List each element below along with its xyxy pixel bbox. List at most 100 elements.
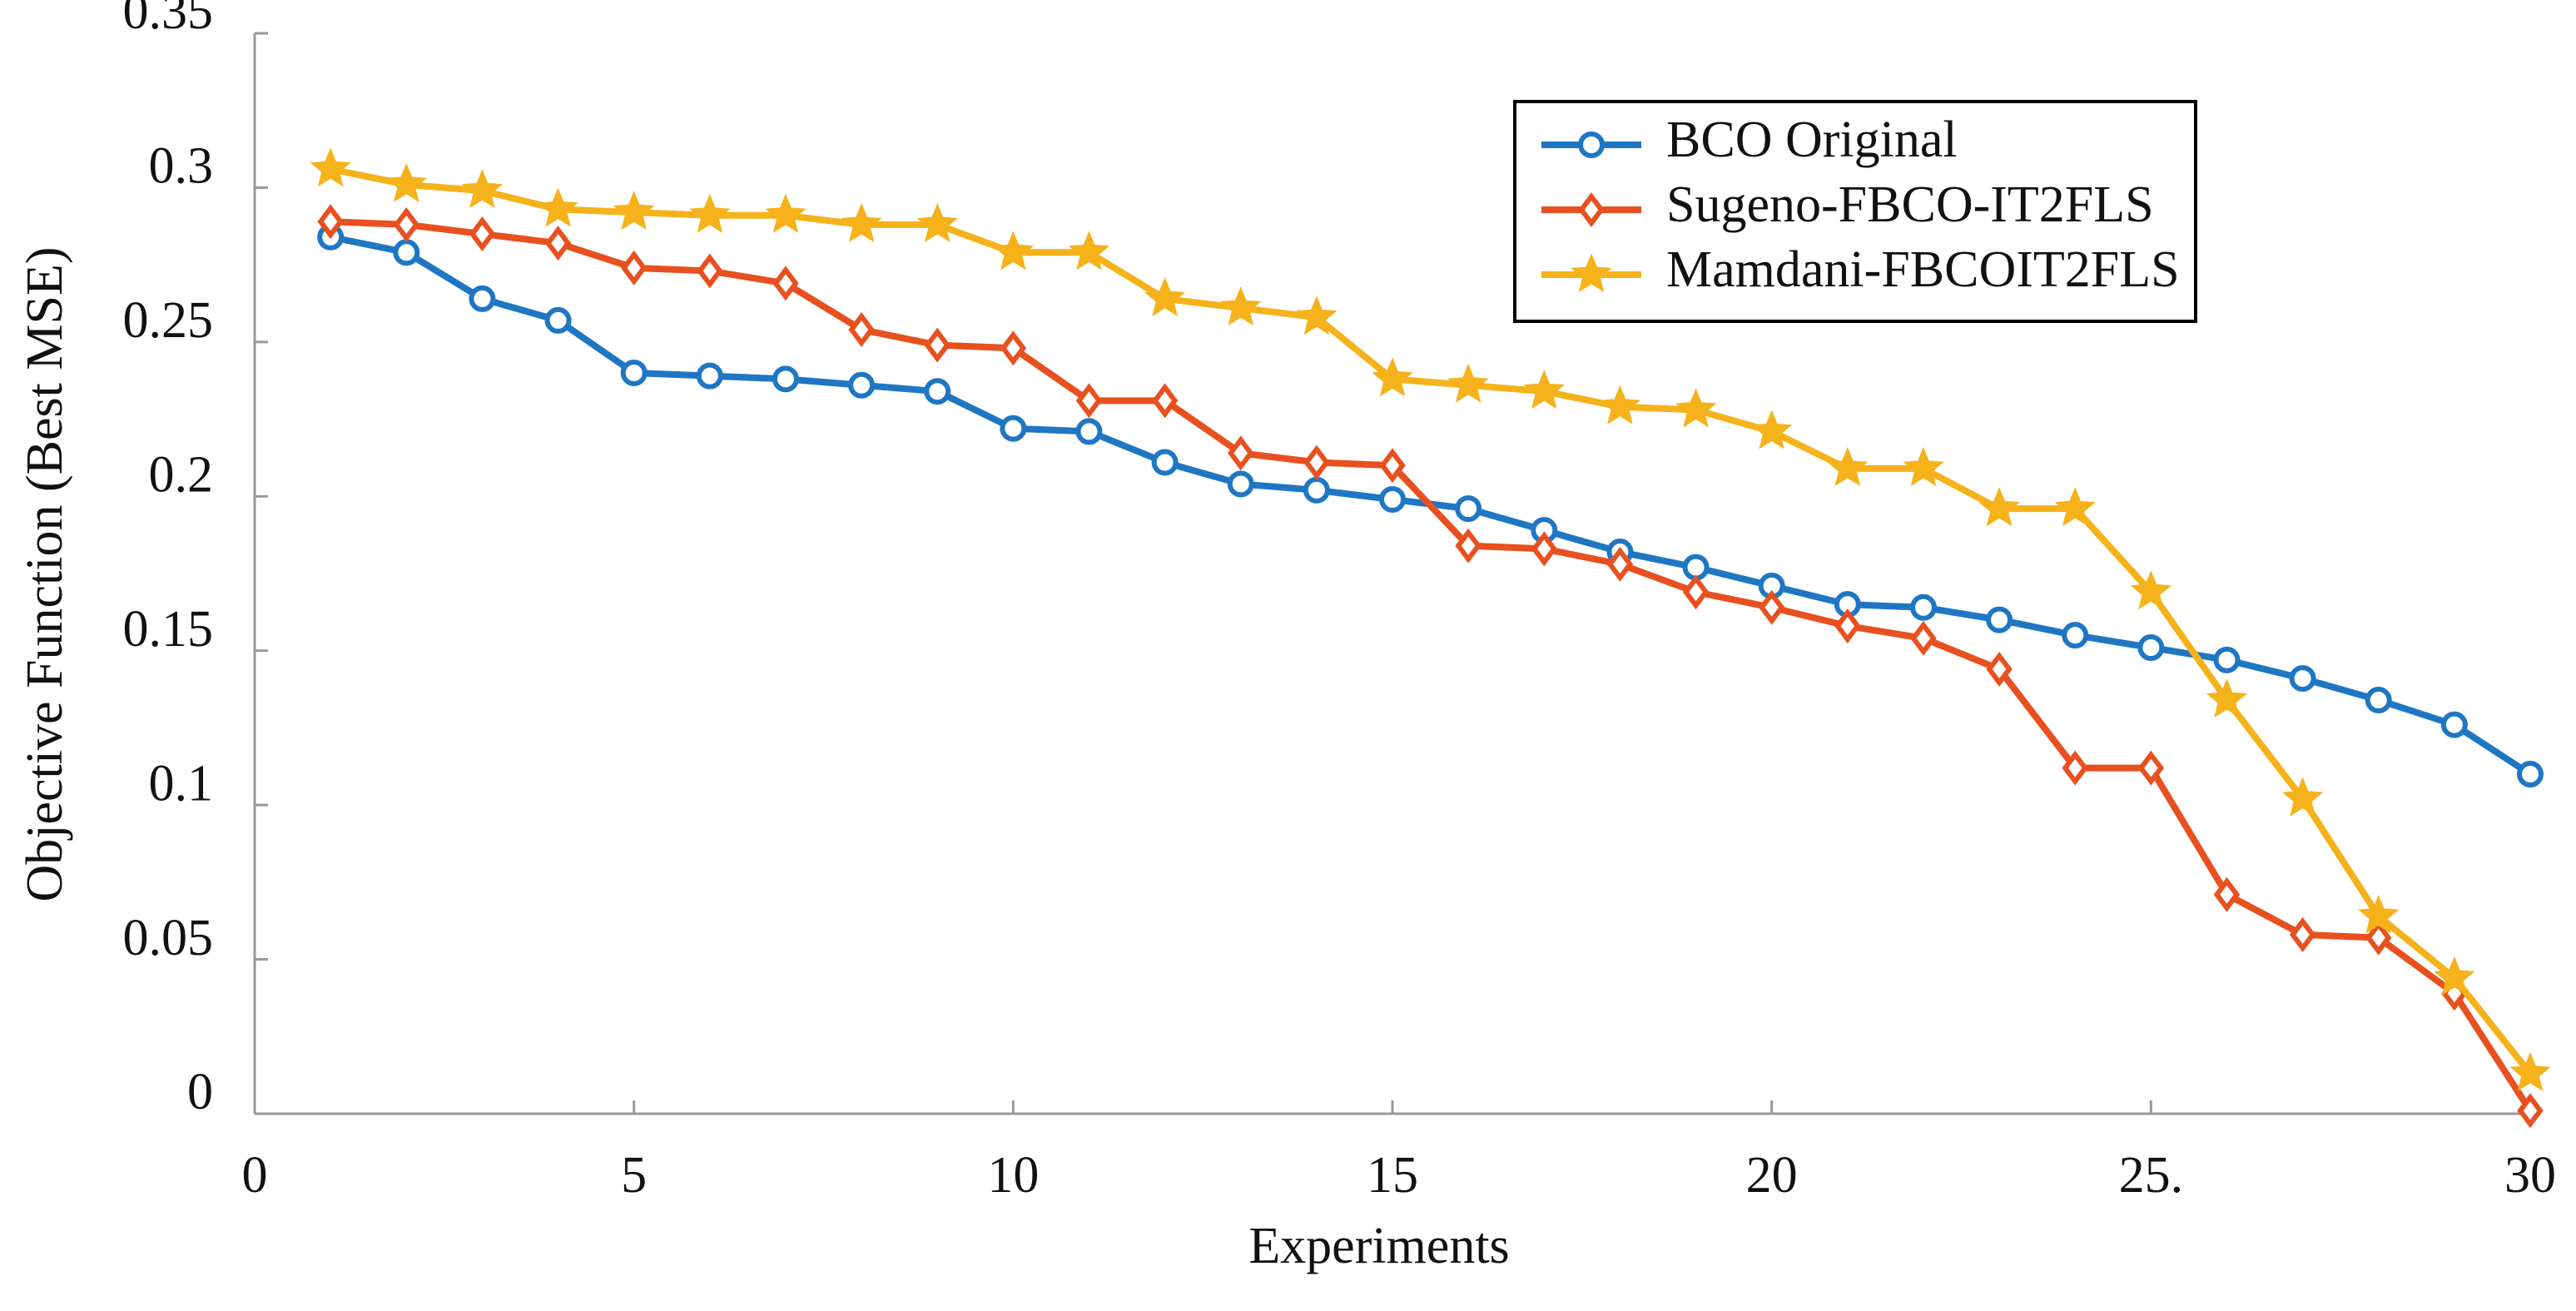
marker bbox=[2137, 634, 2165, 662]
marker bbox=[385, 162, 427, 202]
marker bbox=[1682, 574, 1710, 610]
marker bbox=[2358, 894, 2400, 934]
series-line bbox=[330, 166, 2534, 1076]
marker bbox=[1227, 470, 1254, 498]
x-tick-label: 15 bbox=[1367, 1147, 1418, 1204]
marker bbox=[1978, 487, 2020, 527]
x-tick-label: 25. bbox=[2119, 1147, 2184, 1204]
y-tick-label: 0.1 bbox=[149, 755, 214, 812]
x-axis-label: Experiments bbox=[1248, 1218, 1509, 1274]
marker bbox=[1151, 383, 1179, 419]
marker bbox=[1571, 253, 1612, 293]
marker bbox=[613, 191, 655, 231]
marker bbox=[2289, 665, 2316, 693]
y-tick-label: 0.35 bbox=[123, 0, 214, 40]
marker bbox=[2054, 487, 2096, 527]
marker bbox=[310, 147, 351, 187]
marker bbox=[1075, 418, 1103, 445]
marker bbox=[2365, 687, 2392, 714]
marker bbox=[1455, 528, 1482, 564]
marker bbox=[1447, 363, 1489, 403]
marker bbox=[1144, 276, 1186, 316]
marker bbox=[2062, 750, 2088, 786]
legend-label: Sugeno-FBCO-IT2FLS bbox=[1666, 176, 2154, 233]
marker bbox=[772, 365, 799, 393]
marker bbox=[1675, 388, 1717, 428]
marker bbox=[1758, 589, 1785, 625]
y-axis-label: Objective Function (Best MSE) bbox=[17, 247, 73, 902]
marker bbox=[1303, 444, 1330, 480]
marker bbox=[2130, 570, 2172, 610]
marker bbox=[916, 202, 958, 242]
marker bbox=[1903, 446, 1944, 486]
marker bbox=[2365, 920, 2392, 956]
marker bbox=[544, 306, 572, 334]
marker bbox=[1075, 383, 1103, 419]
marker bbox=[924, 378, 951, 405]
marker bbox=[1606, 546, 1634, 582]
marker bbox=[2137, 750, 2165, 786]
marker bbox=[1750, 410, 1793, 449]
marker bbox=[841, 202, 882, 242]
marker bbox=[393, 239, 420, 266]
marker bbox=[1910, 620, 1937, 656]
y-tick-label: 0.2 bbox=[149, 447, 214, 504]
marker bbox=[2062, 622, 2089, 649]
marker bbox=[469, 285, 496, 312]
marker bbox=[2281, 777, 2324, 817]
x-tick-label: 5 bbox=[621, 1147, 647, 1204]
marker bbox=[317, 204, 344, 240]
marker bbox=[1303, 476, 1330, 504]
legend-label: BCO Original bbox=[1666, 112, 1958, 168]
marker bbox=[1909, 593, 1937, 621]
marker bbox=[924, 327, 950, 363]
marker bbox=[469, 216, 496, 252]
marker bbox=[1523, 370, 1565, 410]
y-tick-label: 0.15 bbox=[123, 601, 214, 658]
marker bbox=[848, 371, 876, 399]
x-tick-label: 20 bbox=[1746, 1147, 1798, 1204]
marker bbox=[765, 193, 807, 233]
marker bbox=[2517, 1093, 2544, 1129]
marker bbox=[393, 206, 420, 242]
marker bbox=[1227, 435, 1254, 471]
marker bbox=[2206, 678, 2248, 718]
marker bbox=[620, 250, 648, 286]
marker bbox=[1986, 606, 2013, 633]
marker bbox=[2213, 876, 2241, 912]
marker bbox=[1000, 330, 1027, 366]
marker bbox=[1379, 485, 1406, 513]
marker bbox=[772, 266, 799, 301]
marker bbox=[1151, 449, 1179, 476]
y-tick-label: 0.3 bbox=[149, 138, 214, 195]
marker bbox=[1455, 495, 1482, 523]
marker bbox=[2289, 916, 2316, 952]
marker bbox=[2440, 711, 2468, 738]
legend-label: Mamdani-FBCOIT2FLS bbox=[1666, 241, 2180, 298]
marker bbox=[697, 253, 723, 289]
marker bbox=[1379, 448, 1406, 484]
marker bbox=[1986, 651, 2013, 687]
marker bbox=[461, 169, 504, 209]
marker bbox=[992, 231, 1035, 271]
marker bbox=[1827, 446, 1869, 486]
x-tick-label: 30 bbox=[2504, 1147, 2556, 1204]
marker bbox=[1578, 192, 1605, 227]
marker bbox=[1531, 531, 1558, 567]
marker bbox=[2213, 646, 2241, 673]
marker bbox=[544, 226, 572, 261]
y-tick-label: 0 bbox=[187, 1064, 213, 1120]
marker bbox=[1068, 231, 1110, 271]
marker bbox=[1000, 415, 1027, 442]
marker bbox=[1372, 357, 1413, 397]
marker bbox=[1834, 608, 1861, 644]
y-tick-label: 0.25 bbox=[123, 292, 214, 349]
marker bbox=[1220, 286, 1262, 325]
x-tick-label: 0 bbox=[242, 1147, 268, 1204]
marker bbox=[689, 193, 731, 233]
marker bbox=[2434, 956, 2475, 996]
marker bbox=[1578, 132, 1605, 158]
legend: BCO Original Sugeno-FBCO-IT2FLS Mamdani-FB… bbox=[1513, 100, 2197, 323]
marker bbox=[1599, 385, 1641, 425]
